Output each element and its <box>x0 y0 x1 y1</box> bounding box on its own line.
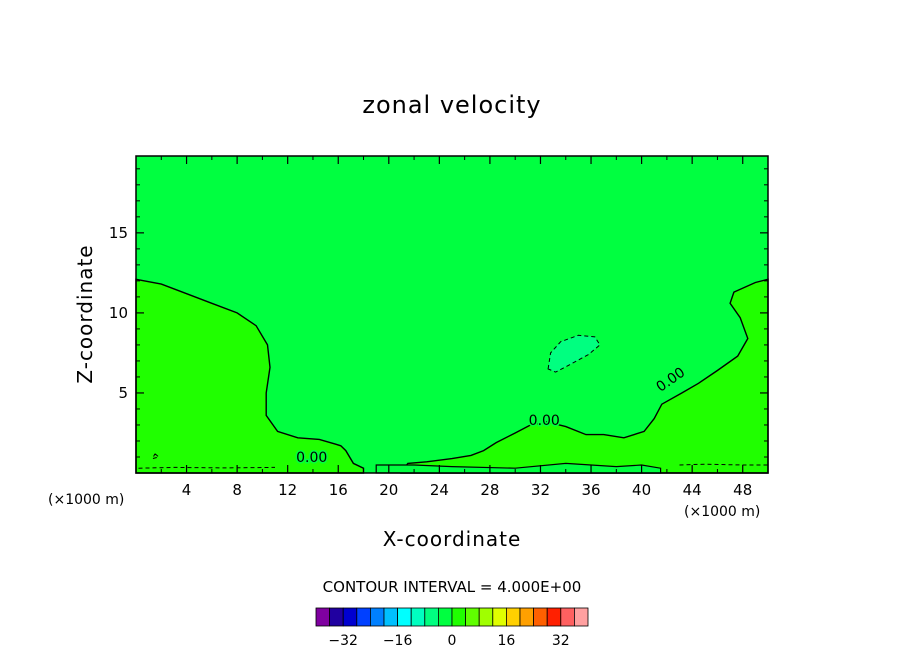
colorbar-swatch <box>560 607 575 627</box>
plot-frame <box>135 155 769 474</box>
colorbar-swatch <box>546 607 562 627</box>
region-negative-patch <box>547 334 601 373</box>
contour-label: 0.00 <box>296 450 327 466</box>
y-tick-label: 15 <box>109 224 128 242</box>
colorbar-swatch <box>574 607 589 627</box>
colorbar-tick-label: 0 <box>448 633 457 649</box>
x-tick-label: 44 <box>683 481 702 499</box>
y-axis-label: Z-coordinate <box>73 244 97 383</box>
colorbar-swatch <box>492 607 507 627</box>
colorbar-tick-label: 32 <box>552 633 570 649</box>
x-tick-label: 48 <box>733 481 752 499</box>
colorbar-tick-label: −16 <box>383 633 413 649</box>
y-tick-label: 10 <box>109 304 128 322</box>
colorbar-swatch <box>369 607 385 627</box>
contour-interval-label: CONTOUR INTERVAL = 4.000E+00 <box>323 578 582 596</box>
colorbar: −32 −16 0 16 32 <box>315 607 589 649</box>
colorbar-swatch <box>505 607 521 627</box>
region-left-positive <box>135 278 365 474</box>
x-tick-label: 12 <box>278 481 297 499</box>
negative-contour-bottom-left <box>138 453 276 469</box>
x-tick-label: 20 <box>379 481 398 499</box>
x-axis-label: X-coordinate <box>383 527 522 551</box>
colorbar-swatch <box>465 607 480 627</box>
colorbar-swatch <box>383 607 399 627</box>
x-tick-label: 4 <box>182 481 192 499</box>
colorbar-swatch <box>533 607 548 627</box>
y-tick-label: 5 <box>118 384 128 402</box>
x-tick-label: 36 <box>581 481 600 499</box>
x-tick-label: 8 <box>232 481 242 499</box>
x-tick-label: 16 <box>329 481 348 499</box>
colorbar-swatch <box>329 607 344 627</box>
colorbar-swatch <box>342 607 358 627</box>
colorbar-tick-label: 16 <box>497 633 515 649</box>
colorbar-swatch <box>451 607 467 627</box>
region-right-positive <box>400 278 769 474</box>
colorbar-swatch <box>410 607 426 627</box>
colorbar-tick-label: −32 <box>328 633 358 649</box>
colorbar-swatch <box>315 607 331 627</box>
colorbar-swatch <box>424 607 439 627</box>
x-units-right: (×1000 m) <box>684 504 760 520</box>
colorbar-swatch <box>478 607 494 627</box>
x-units-left: (×1000 m) <box>48 492 124 508</box>
x-tick-label: 28 <box>480 481 499 499</box>
contour-label: 0.00 <box>529 413 560 429</box>
colorbar-swatch <box>397 607 412 627</box>
x-tick-label: 24 <box>430 481 449 499</box>
colorbar-swatch <box>519 607 535 627</box>
x-tick-label: 32 <box>531 481 550 499</box>
x-tick-label: 40 <box>632 481 651 499</box>
colorbar-swatch <box>437 607 453 627</box>
colorbar-swatch <box>356 607 371 627</box>
negative-contour-bottom-right <box>679 463 768 466</box>
chart-title: zonal velocity <box>362 91 541 119</box>
